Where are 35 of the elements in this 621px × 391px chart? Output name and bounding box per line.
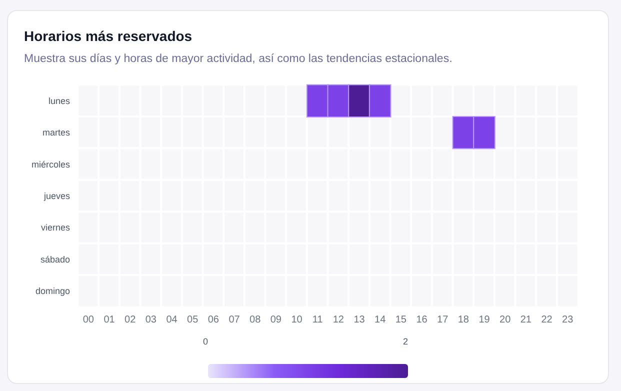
x-tick-label: 17 [437, 314, 449, 326]
x-tick-label: 05 [187, 314, 199, 326]
x-tick-label: 23 [562, 314, 574, 326]
y-tick-label: sábado [40, 254, 70, 264]
color-bar-label: 2 [403, 336, 408, 346]
x-tick-label: 15 [395, 314, 407, 326]
x-tick-label: 11 [312, 314, 324, 326]
chart-subtitle: Muestra sus días y horas de mayor actividad, así como las tendencias estacionales. [24, 53, 452, 65]
x-tick-label: 10 [291, 314, 303, 326]
x-tick-label: 02 [124, 314, 136, 326]
chart-title: Horarios más reservados [24, 28, 192, 44]
x-tick-label: 12 [332, 314, 344, 326]
x-tick-label: 18 [458, 314, 470, 326]
x-tick-label: 08 [250, 314, 262, 326]
x-tick-label: 07 [228, 314, 240, 326]
x-tick-label: 22 [541, 314, 553, 326]
y-tick-label: martes [42, 128, 70, 138]
x-tick-label: 01 [104, 314, 116, 326]
x-tick-label: 14 [374, 314, 386, 326]
x-tick-label: 21 [520, 314, 532, 326]
y-tick-label: jueves [42, 191, 70, 201]
x-tick-label: 06 [208, 314, 220, 326]
x-tick-label: 16 [416, 314, 428, 326]
x-tick-label: 00 [82, 314, 94, 326]
y-tick-label: lunes [48, 96, 70, 106]
x-tick-label: 03 [145, 314, 157, 326]
y-tick-label: domingo [35, 286, 70, 296]
x-tick-label: 09 [270, 314, 282, 326]
y-tick-label: miércoles [31, 159, 70, 170]
x-tick-label: 20 [500, 314, 512, 326]
x-tick-label: 13 [354, 314, 366, 326]
x-tick-label: 19 [478, 314, 490, 326]
y-tick-label: viernes [40, 222, 70, 233]
x-tick-label: 04 [166, 314, 178, 326]
color-bar-label: 0 [203, 336, 208, 346]
